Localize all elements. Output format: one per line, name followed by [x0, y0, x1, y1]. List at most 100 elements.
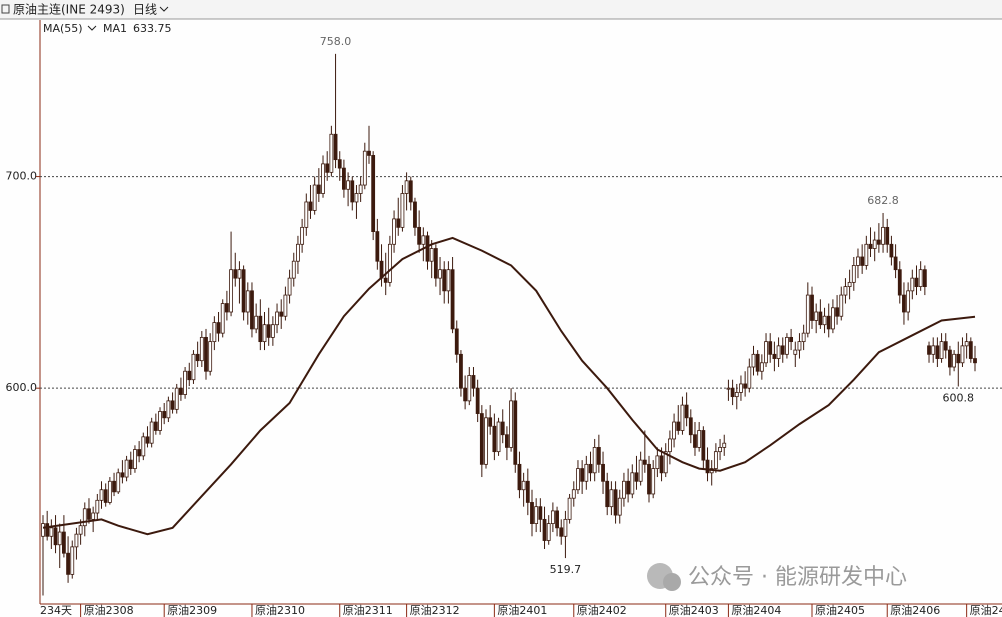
candle-body [868, 243, 873, 249]
candle-body [107, 480, 112, 503]
candle-body [120, 472, 125, 478]
candle-body [864, 243, 869, 266]
period[interactable]: 日线 [133, 3, 157, 17]
chart-title[interactable]: 原油主连(INE 2493) [13, 2, 125, 17]
candle-body [266, 324, 271, 338]
candle-body [346, 180, 350, 190]
x-tick-label: 原油2404 [731, 603, 781, 617]
candle-body [843, 286, 848, 296]
candle-body [337, 159, 342, 169]
candle-body [705, 459, 710, 474]
candle-body [550, 510, 555, 524]
candle-body [655, 455, 660, 469]
candle-body [509, 400, 513, 448]
candle-body [918, 269, 923, 288]
candle-body [831, 307, 835, 330]
candle-body [584, 463, 589, 482]
candle-body [567, 497, 572, 520]
candle-body [74, 533, 79, 548]
candle-body [505, 434, 509, 448]
candle-body [82, 508, 87, 527]
candle-body [851, 265, 856, 283]
candle-body [141, 436, 146, 457]
candle-body [49, 527, 54, 537]
candle-body [818, 311, 823, 326]
candle-body [208, 341, 213, 372]
candle-body [316, 184, 321, 194]
extreme-label: 600.8 [943, 391, 975, 404]
candle-body [872, 239, 877, 249]
period-chevron[interactable] [159, 6, 169, 12]
menu-icon[interactable] [1, 4, 10, 14]
candle-body [325, 163, 330, 173]
candle-body [287, 277, 292, 296]
indicator-chevron[interactable] [87, 25, 97, 31]
candle-body [881, 226, 885, 245]
x-tick-label: 原油2311 [343, 603, 393, 617]
candle-body [601, 463, 605, 482]
candle-body [408, 180, 413, 203]
candle-body [764, 341, 768, 364]
candle-body [914, 277, 919, 288]
candle-body [559, 527, 564, 537]
candle-body [145, 436, 150, 444]
candle-body [183, 370, 187, 395]
candle-body [889, 243, 894, 258]
candle-body [517, 463, 522, 491]
candle-body [112, 480, 116, 493]
candle-body [429, 248, 434, 262]
candle-body [571, 489, 576, 499]
candle-body [258, 315, 263, 343]
candle-body [103, 489, 108, 503]
candle-body [730, 387, 735, 398]
candle-body [463, 387, 468, 402]
candle-body [634, 472, 639, 482]
candle-body [170, 400, 175, 410]
candle-body [204, 336, 208, 372]
candle-body [250, 290, 254, 330]
candle-body [826, 315, 831, 330]
candle-body [350, 180, 355, 203]
candle-body [387, 243, 392, 283]
candle-body [789, 336, 794, 343]
candle-body [304, 201, 309, 228]
candle-body [697, 430, 702, 448]
candle-body [342, 167, 346, 190]
candle-body [153, 421, 158, 431]
candle-body [404, 180, 409, 194]
candle-body [935, 345, 940, 359]
candle-body [308, 201, 313, 211]
candle-body [124, 459, 129, 478]
candle-body [329, 133, 334, 173]
candle-body [973, 358, 977, 364]
candle-body [530, 502, 534, 524]
candle-body [500, 421, 505, 436]
candle-body [492, 425, 497, 453]
candle-body [296, 243, 300, 262]
candle-body [291, 260, 296, 279]
candle-body [927, 345, 931, 355]
candle-body [459, 353, 463, 389]
candle-body [454, 328, 459, 355]
candle-body [413, 201, 417, 228]
candle-body [739, 383, 743, 393]
candle-body [726, 387, 731, 390]
candle-body [99, 489, 104, 501]
candle-body [801, 332, 806, 343]
x-tick-label: 原油2403 [669, 603, 719, 617]
candle-body [676, 421, 681, 431]
candle-body [638, 459, 643, 482]
watermark: 公众号 · 能源研发中心 [688, 565, 907, 590]
candle-body [822, 315, 827, 326]
candle-body [810, 294, 814, 321]
candle-body [693, 434, 697, 448]
candle-body [626, 480, 631, 495]
candle-body [734, 392, 739, 398]
indicator[interactable]: MA(55) [43, 22, 83, 35]
candle-body [442, 269, 447, 292]
candle-body [563, 518, 568, 537]
candle-body [375, 231, 380, 262]
candle-body [751, 353, 756, 368]
candle-body [195, 353, 200, 362]
